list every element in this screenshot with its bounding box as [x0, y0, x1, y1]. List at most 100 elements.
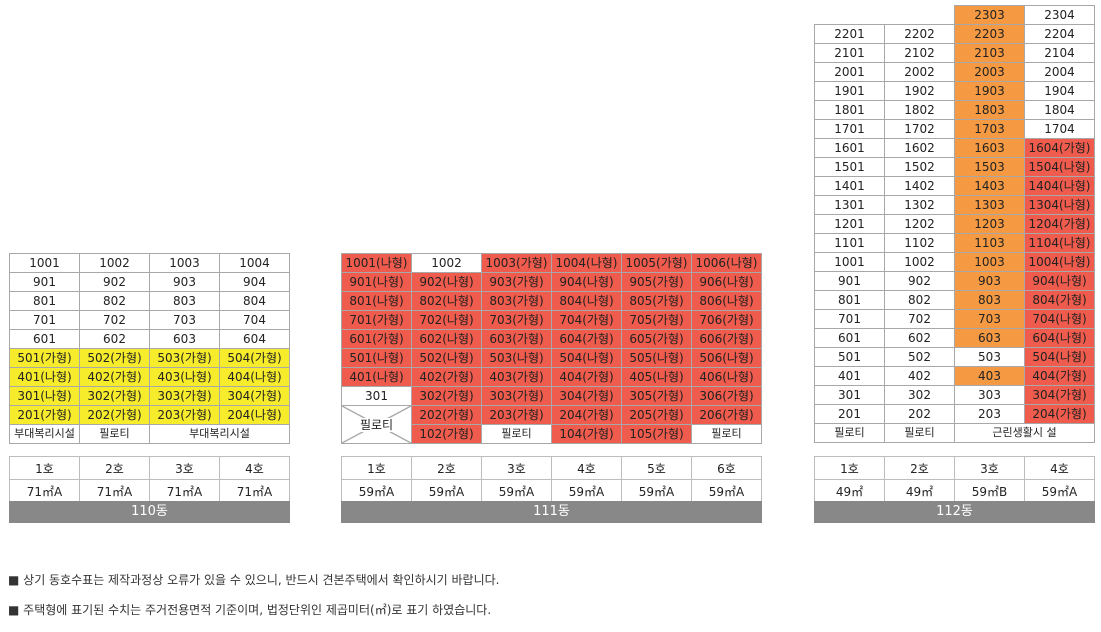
unit-cell: 304(가형) [1024, 385, 1095, 405]
unit-cell: 603(가형) [481, 329, 552, 349]
base-facility-cell: 필로티 [814, 423, 885, 443]
unit-cell: 306(가형) [691, 386, 762, 406]
unit-cell: 303(가형) [481, 386, 552, 406]
floor-row: 601 602 603 604(나형) [814, 328, 1095, 348]
ho-label: 4호 [551, 456, 622, 480]
unit-cell: 704(가형) [551, 310, 622, 330]
unit-cell: 302(가형) [411, 386, 482, 406]
unit-cell: 1603 [954, 138, 1025, 158]
unit-cell: 802 [79, 291, 150, 311]
unit-cell: 601(가형) [341, 329, 412, 349]
unit-cell: 1101 [814, 233, 885, 253]
unit-cell: 602 [79, 329, 150, 349]
unit-cell: 1701 [814, 119, 885, 139]
unit-cell: 702 [79, 310, 150, 330]
unit-cell: 901(나형) [341, 272, 412, 292]
unit-type: 59㎡A [691, 479, 762, 503]
floor-row: 1301 1302 1303 1304(나형) [814, 195, 1095, 215]
floor-row: 901 902 903 904 [9, 272, 290, 292]
unit-cell: 204(나형) [219, 405, 290, 425]
floor-row: 401(나형) 402(가형) 403(가형) 404(가형) 405(나형) 406(나… [341, 367, 762, 387]
floor-row: 2201 2202 2203 2204 [814, 24, 1095, 44]
unit-cell: 1404(나형) [1024, 176, 1095, 196]
building-label-110: 110동 [9, 501, 290, 523]
unit-cell: 404(나형) [219, 367, 290, 387]
unit-cell: 504(나형) [551, 348, 622, 368]
unit-cell: 2002 [884, 62, 955, 82]
floor-row: 901(나형) 902(나형) 903(가형) 904(나형) 905(가형) 906(나… [341, 272, 762, 292]
unit-cell: 903(가형) [481, 272, 552, 292]
empty-cell [815, 6, 885, 25]
unit-cell: 805(가형) [621, 291, 692, 311]
unit-cell: 1502 [884, 157, 955, 177]
unit-cell: 305(가형) [621, 386, 692, 406]
unit-cell: 1504(나형) [1024, 157, 1095, 177]
unit-cell: 1002 [884, 252, 955, 272]
unit-cell: 901 [9, 272, 80, 292]
unit-cell: 803 [149, 291, 220, 311]
floor-row: 301 302 303 304(가형) [814, 385, 1095, 405]
floor-row: 1601 1602 1603 1604(가형) [814, 138, 1095, 158]
unit-cell: 401 [814, 366, 885, 386]
unit-cell: 1903 [954, 81, 1025, 101]
unit-cell: 1901 [814, 81, 885, 101]
unit-cell: 201 [814, 404, 885, 424]
floor-row: 1101 1102 1103 1104(나형) [814, 233, 1095, 253]
empty-cell [885, 6, 955, 25]
unit-cell: 402(가형) [79, 367, 150, 387]
unit-cell: 301(나형) [9, 386, 80, 406]
unit-cell: 802(나형) [411, 291, 482, 311]
unit-type: 71㎡A [79, 479, 150, 503]
unit-cell: 1503 [954, 157, 1025, 177]
unit-cell: 304(가형) [551, 386, 622, 406]
floor-row: 801 802 803 804 [9, 291, 290, 311]
unit-type: 59㎡A [621, 479, 692, 503]
unit-table-110: 1001 1002 1003 1004 901 902 903 904 801 802 803 804… [9, 253, 290, 444]
unit-cell: 603 [149, 329, 220, 349]
unit-cell: 2204 [1024, 24, 1095, 44]
unit-cell: 1004(나형) [551, 253, 622, 273]
unit-cell: 203 [954, 404, 1025, 424]
floor-row: 2101 2102 2103 2104 [814, 43, 1095, 63]
floor-row: 1001 1002 1003 1004(나형) [814, 252, 1095, 272]
unit-type: 59㎡A [341, 479, 412, 503]
unit-cell: 801 [814, 290, 885, 310]
unit-cell: 503 [954, 347, 1025, 367]
unit-cell: 1003 [954, 252, 1025, 272]
unit-cell: 401(나형) [341, 367, 412, 387]
unit-cell: 1604(가형) [1024, 138, 1095, 158]
unit-cell: 1801 [814, 100, 885, 120]
unit-cell: 804(나형) [551, 291, 622, 311]
unit-cell: 2102 [884, 43, 955, 63]
unit-cell: 406(나형) [691, 367, 762, 387]
ho-label: 1호 [9, 456, 80, 480]
unit-type: 59㎡B [954, 479, 1025, 503]
unit-cell: 804 [219, 291, 290, 311]
unit-cell: 1301 [814, 195, 885, 215]
footer-table-112: 1호 2호 3호 4호 49㎡ 49㎡ 59㎡B 59㎡A [814, 456, 1095, 503]
unit-cell: 1201 [814, 214, 885, 234]
ho-label: 5호 [621, 456, 692, 480]
unit-type: 59㎡A [551, 479, 622, 503]
unit-cell: 904(나형) [1024, 271, 1095, 291]
floor-row: 501(나형) 502(나형) 503(나형) 504(나형) 505(나형) 506(나… [341, 348, 762, 368]
unit-cell: 1802 [884, 100, 955, 120]
unit-cell: 1904 [1024, 81, 1095, 101]
note-1: ■ 상기 동호수표는 제작과정상 오류가 있을 수 있으니, 반드시 견본주택에… [8, 573, 500, 587]
unit-type: 49㎡ [884, 479, 955, 503]
unit-cell: 2202 [884, 24, 955, 44]
unit-cell: 403(나형) [149, 367, 220, 387]
unit-cell: 1006(나형) [691, 253, 762, 273]
unit-cell: 701(가형) [341, 310, 412, 330]
floor-row: 501(가형) 502(가형) 503(가형) 504(가형) [9, 348, 290, 368]
unit-cell: 2004 [1024, 62, 1095, 82]
unit-type: 71㎡A [149, 479, 220, 503]
unit-cell: 604(가형) [551, 329, 622, 349]
unit-cell: 203(가형) [481, 405, 552, 425]
footer-table-110: 1호 2호 3호 4호 71㎡A 71㎡A 71㎡A 71㎡A [9, 456, 290, 503]
unit-type: 59㎡A [481, 479, 552, 503]
unit-cell: 702 [884, 309, 955, 329]
unit-cell: 801(나형) [341, 291, 412, 311]
unit-cell: 303 [954, 385, 1025, 405]
unit-type: 59㎡A [411, 479, 482, 503]
